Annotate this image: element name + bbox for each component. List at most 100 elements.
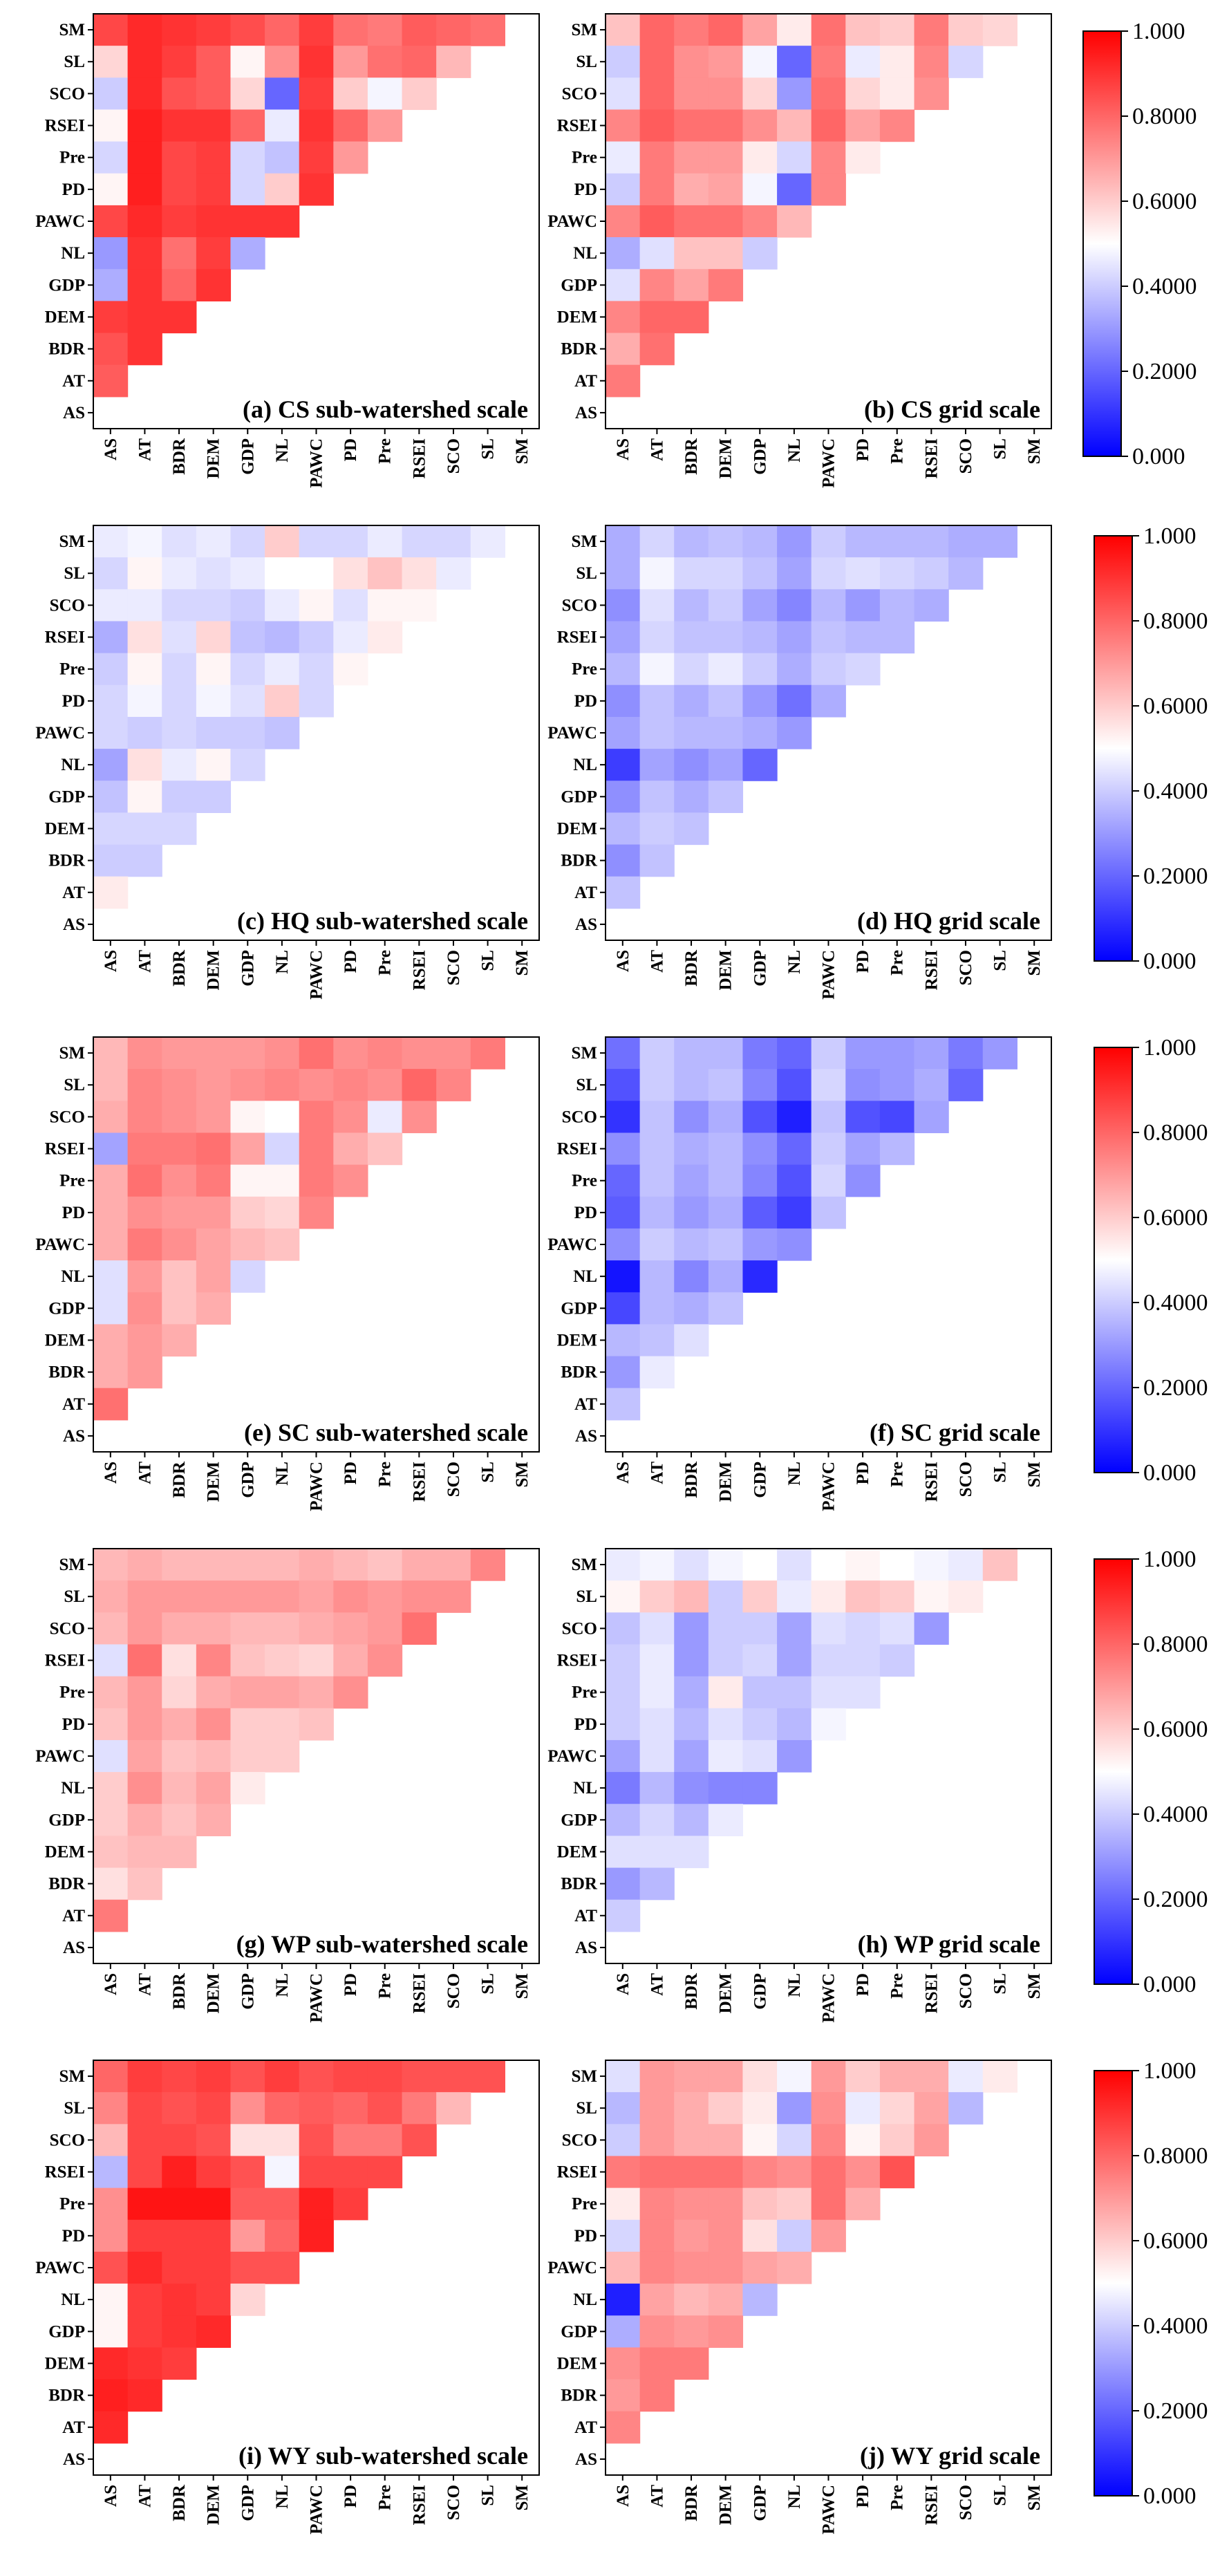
heatmap-cell bbox=[162, 77, 197, 111]
heatmap-cell bbox=[708, 2060, 744, 2093]
heatmap-cell bbox=[230, 1228, 265, 1261]
y-tick-label: BDR bbox=[561, 2387, 598, 2405]
heatmap-cell bbox=[265, 1069, 300, 1101]
heatmap-cell bbox=[265, 2156, 300, 2189]
heatmap-cell bbox=[162, 2092, 197, 2125]
heatmap-cell bbox=[606, 1739, 641, 1773]
heatmap-cell bbox=[196, 2156, 232, 2189]
heatmap-cell bbox=[777, 653, 812, 686]
heatmap-cell bbox=[674, 205, 709, 238]
heatmap-cell bbox=[196, 1549, 232, 1581]
heatmap-cell bbox=[162, 141, 197, 174]
heatmap-cell bbox=[674, 2251, 709, 2284]
heatmap-cell bbox=[708, 2219, 744, 2252]
heatmap-cell bbox=[639, 2060, 675, 2093]
heatmap-cell bbox=[333, 77, 368, 111]
heatmap-cell bbox=[606, 2284, 641, 2316]
heatmap-cell bbox=[333, 1037, 368, 1070]
colorbar-tick-label: 0.4000 bbox=[1143, 778, 1208, 804]
heatmap-cell bbox=[93, 1292, 129, 1325]
heatmap-cell bbox=[639, 1196, 675, 1229]
heatmap-cell bbox=[196, 46, 232, 78]
heatmap-cell bbox=[639, 14, 675, 46]
heatmap-cell bbox=[402, 1101, 437, 1134]
heatmap-cell bbox=[127, 2251, 162, 2284]
heatmap-cell bbox=[230, 2251, 265, 2284]
heatmap-cell bbox=[708, 684, 744, 718]
heatmap-cell bbox=[777, 205, 812, 238]
heatmap-cell bbox=[914, 1101, 949, 1134]
y-tick-label: PD bbox=[62, 692, 85, 711]
heatmap-cell bbox=[639, 269, 675, 301]
heatmap-cell bbox=[948, 1549, 984, 1581]
heatmap-cell bbox=[402, 557, 437, 590]
heatmap-cell bbox=[674, 1644, 709, 1677]
heatmap-cell bbox=[777, 1739, 812, 1773]
y-tick-label: AT bbox=[574, 1395, 597, 1414]
heatmap-cell bbox=[606, 781, 641, 813]
y-tick-label: NL bbox=[573, 1267, 597, 1286]
heatmap-cell bbox=[299, 1101, 334, 1134]
heatmap-cell bbox=[708, 1772, 744, 1804]
heatmap-cell bbox=[708, 2251, 744, 2284]
y-tick-label: SCO bbox=[50, 596, 85, 615]
y-tick-label: NL bbox=[573, 1779, 597, 1798]
heatmap-cell bbox=[367, 2060, 403, 2093]
x-tick-label: AT bbox=[135, 1462, 154, 1484]
heatmap-cell bbox=[93, 205, 129, 238]
heatmap-cell bbox=[606, 237, 641, 270]
panel-title: (j) WY grid scale bbox=[860, 2442, 1040, 2470]
heatmap-cell bbox=[674, 2347, 709, 2380]
heatmap-cell bbox=[708, 1132, 744, 1166]
heatmap-cell bbox=[93, 2219, 129, 2252]
heatmap-cell bbox=[845, 2092, 881, 2125]
heatmap-cell bbox=[639, 1676, 675, 1709]
x-tick-label: SM bbox=[1025, 1973, 1044, 1999]
heatmap-cell bbox=[606, 205, 641, 238]
heatmap-cell bbox=[708, 237, 744, 270]
x-tick-label: BDR bbox=[170, 949, 189, 987]
panel-title: (a) CS sub-watershed scale bbox=[243, 395, 528, 423]
x-tick-label: BDR bbox=[170, 1972, 189, 2010]
heatmap-cell bbox=[402, 46, 437, 78]
x-tick-label: SM bbox=[1025, 950, 1044, 976]
y-tick-label: BDR bbox=[48, 340, 86, 359]
heatmap-cell bbox=[914, 1037, 949, 1070]
colorbar-tick-label: 0.6000 bbox=[1143, 693, 1208, 719]
heatmap-cell bbox=[708, 589, 744, 622]
y-tick-label: AT bbox=[62, 884, 85, 902]
x-tick-label: PD bbox=[854, 438, 872, 461]
heatmap-cell bbox=[196, 2060, 232, 2093]
heatmap-cell bbox=[299, 2060, 334, 2093]
heatmap-cell bbox=[162, 205, 197, 238]
colorbar-tick-label: 0.4000 bbox=[1143, 1802, 1208, 1827]
x-tick-label: DEM bbox=[205, 1462, 223, 1502]
heatmap-cell bbox=[299, 2187, 334, 2221]
heatmap-cell bbox=[674, 1772, 709, 1804]
heatmap-cell bbox=[93, 844, 129, 877]
heatmap-cell bbox=[230, 1164, 265, 1197]
heatmap-cell bbox=[127, 109, 162, 142]
heatmap-cell bbox=[777, 2060, 812, 2093]
heatmap-cell bbox=[811, 173, 846, 206]
heatmap-cell bbox=[742, 1164, 778, 1197]
heatmap-cell bbox=[230, 1069, 265, 1101]
x-tick-label: AS bbox=[102, 950, 120, 972]
heatmap-cell bbox=[674, 1132, 709, 1166]
heatmap-cell bbox=[127, 1037, 162, 1070]
heatmap-cell bbox=[742, 589, 778, 622]
heatmap-cell bbox=[674, 1549, 709, 1581]
heatmap-cell bbox=[708, 1164, 744, 1197]
heatmap-cell bbox=[93, 716, 129, 749]
heatmap-cell bbox=[127, 1164, 162, 1197]
heatmap-cell bbox=[127, 237, 162, 270]
y-tick-label: NL bbox=[61, 1779, 85, 1798]
heatmap-cell bbox=[777, 14, 812, 46]
heatmap-cell bbox=[333, 2156, 368, 2189]
heatmap-cell bbox=[674, 1260, 709, 1293]
x-tick-label: RSEI bbox=[410, 1973, 429, 2013]
heatmap-cell bbox=[333, 2060, 368, 2093]
heatmap-cell bbox=[811, 1644, 846, 1677]
heatmap-cell bbox=[811, 1037, 846, 1070]
heatmap-cell bbox=[708, 205, 744, 238]
